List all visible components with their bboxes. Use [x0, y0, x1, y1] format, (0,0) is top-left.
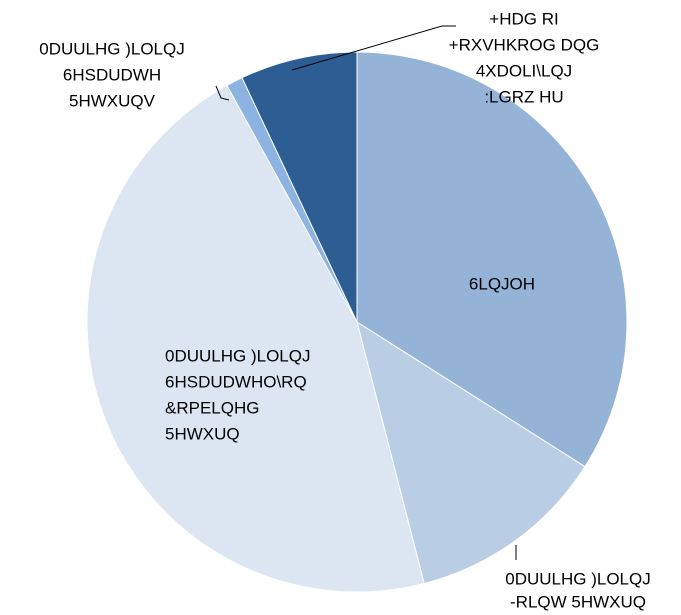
leader-line	[215, 85, 230, 101]
slice-label: &RPELQHG	[165, 398, 259, 417]
slice-label: 0DUULHG )LOLQJ	[165, 346, 310, 365]
slice-label: -RLQW 5HWXUQ	[510, 592, 646, 611]
pie-slice	[86, 84, 425, 593]
pie	[86, 51, 628, 593]
leader-line	[291, 25, 456, 71]
slice-label: :LGRZ HU	[484, 87, 563, 106]
slice-label: 4XDOLI\LQJ	[476, 61, 572, 80]
slice-label: 0DUULHG )LOLQJ	[505, 569, 650, 588]
slice-label: +RXVHKROG DQG	[449, 35, 600, 54]
pie-slice	[356, 51, 628, 468]
slice-label: 6HSDUDWH	[63, 65, 161, 84]
slice-label: +HDG RI	[489, 9, 558, 28]
slice-label: 6HSDUDWHO\RQ	[165, 372, 307, 391]
slice-label: 5HWXUQV	[69, 91, 156, 110]
slice-label: 5HWXUQ	[165, 424, 240, 443]
slice-label: 6LQJOH	[469, 274, 535, 293]
pie-slice	[356, 320, 586, 585]
slice-label: 0DUULHG )LOLQJ	[39, 39, 184, 58]
